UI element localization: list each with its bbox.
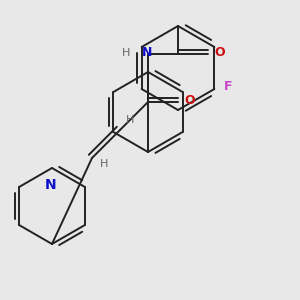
Text: N: N [45,178,57,192]
Text: F: F [224,80,233,92]
Text: O: O [184,94,195,107]
Text: H: H [126,115,134,125]
Text: H: H [122,48,130,58]
Text: O: O [214,46,225,59]
Text: N: N [142,46,152,59]
Text: H: H [100,159,108,169]
